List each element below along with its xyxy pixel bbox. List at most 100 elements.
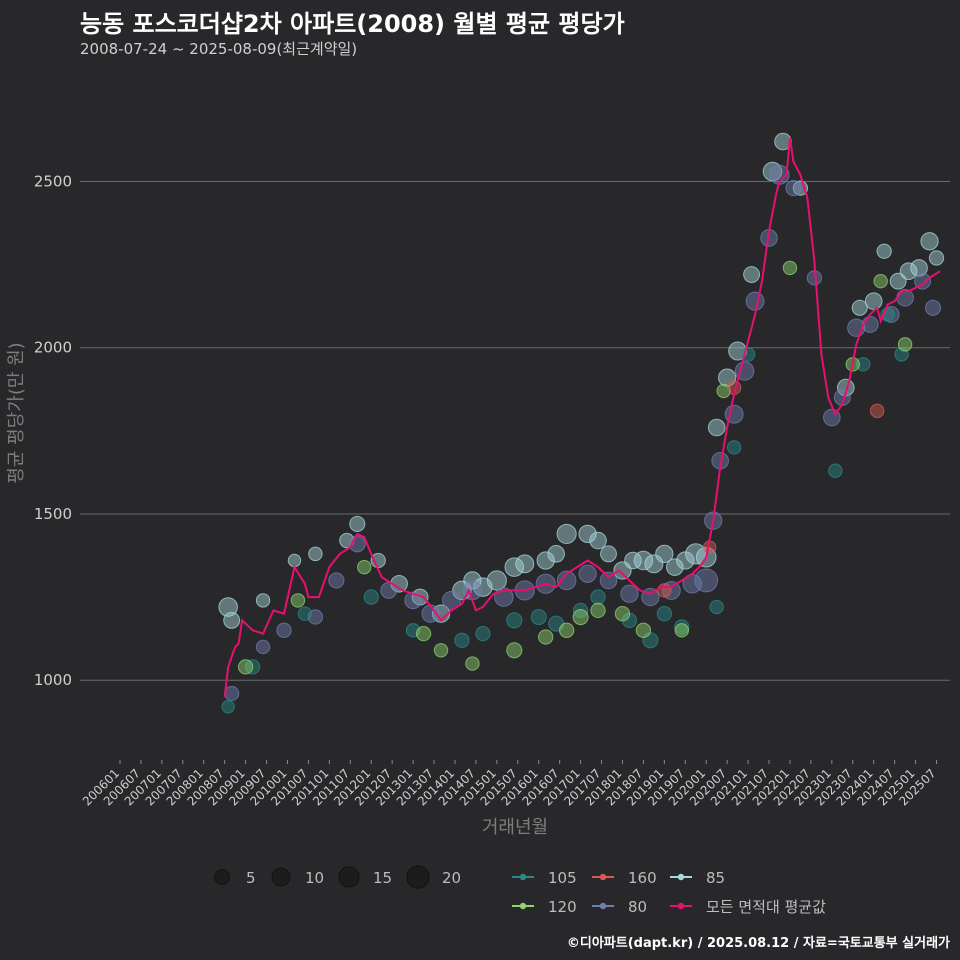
legend-dot-80 <box>599 902 607 910</box>
size-legend-circle-5 <box>214 869 230 885</box>
point-80-16 <box>599 571 618 590</box>
point-85-32 <box>707 418 726 437</box>
point-85-22 <box>600 545 617 563</box>
point-85-43 <box>889 272 907 290</box>
point-80-7 <box>404 591 422 610</box>
point-85-19 <box>556 523 577 544</box>
point-120-9 <box>572 608 589 626</box>
point-80-17 <box>620 584 639 603</box>
point-120-13 <box>674 623 689 638</box>
point-105-6 <box>475 626 491 642</box>
point-105-20 <box>856 357 871 372</box>
legend-label-avg: 모든 면적대 평균값 <box>706 898 826 916</box>
point-85-16 <box>515 554 535 574</box>
size-legend-label-20: 20 <box>442 869 461 887</box>
point-85-17 <box>536 551 555 570</box>
point-120-0 <box>237 659 254 675</box>
legend-label-120: 120 <box>548 898 577 916</box>
point-160-0 <box>657 583 672 598</box>
point-85-24 <box>624 551 642 570</box>
chart-subtitle: 2008-07-24 ~ 2025-08-09(최근계약일) <box>80 40 358 58</box>
point-105-15 <box>674 619 690 635</box>
legend-dot-avg <box>677 902 685 910</box>
size-legend-circle-20 <box>406 865 430 889</box>
x-tick-labels: 2006012006072007012007072008012008072009… <box>80 760 939 809</box>
point-85-46 <box>920 232 939 251</box>
point-105-8 <box>530 608 547 626</box>
y-axis-label: 평균 평당가(만 원) <box>6 342 27 483</box>
point-85-12 <box>463 571 482 590</box>
y-tick-2000: 2000 <box>34 339 72 357</box>
point-80-14 <box>556 570 577 591</box>
legend-dot-120 <box>519 902 527 910</box>
point-120-12 <box>635 622 652 638</box>
average-line <box>223 138 941 697</box>
point-80-37 <box>914 272 931 290</box>
point-85-45 <box>910 259 928 277</box>
point-105-3 <box>363 589 379 605</box>
size-legend-circle-10 <box>271 867 291 887</box>
point-120-2 <box>357 559 372 575</box>
point-105-14 <box>656 606 672 622</box>
point-85-3 <box>287 553 302 568</box>
point-105-10 <box>572 602 589 619</box>
point-105-5 <box>454 632 470 648</box>
point-85-10 <box>431 604 451 623</box>
point-85-0 <box>218 597 238 617</box>
point-105-17 <box>726 440 742 455</box>
point-120-10 <box>590 602 606 619</box>
size-legend-label-5: 5 <box>246 869 256 887</box>
point-85-41 <box>864 292 883 310</box>
size-legend: 5 10 15 20 <box>214 865 461 889</box>
point-80-21 <box>694 568 719 593</box>
legend-label-85: 85 <box>706 869 725 887</box>
size-legend-label-15: 15 <box>373 869 392 887</box>
legend-dot-160 <box>599 873 607 881</box>
point-85-26 <box>644 554 664 574</box>
point-120-4 <box>433 643 449 658</box>
point-85-28 <box>666 558 684 576</box>
point-80-4 <box>328 572 345 589</box>
point-120-7 <box>538 629 554 645</box>
point-120-6 <box>506 642 523 659</box>
point-105-16 <box>709 599 724 615</box>
y-tick-labels: 1000 1500 2000 2500 <box>34 172 72 689</box>
point-80-29 <box>785 180 802 197</box>
point-85-6 <box>349 515 366 532</box>
point-120-8 <box>558 622 575 638</box>
point-85-21 <box>589 531 607 550</box>
point-80-34 <box>861 315 879 333</box>
point-85-1 <box>223 611 241 629</box>
point-85-47 <box>928 250 945 266</box>
series-legend: 105 160 85 120 80 모든 면적대 평균값 <box>512 869 826 916</box>
point-85-42 <box>876 243 892 259</box>
point-160-3 <box>869 403 885 419</box>
average-line-group <box>223 138 941 697</box>
legend-label-80: 80 <box>628 898 647 916</box>
source-caption: ©디아파트(dapt.kr) / 2025.08.12 / 자료=국토교통부 실… <box>566 936 950 951</box>
point-85-44 <box>899 262 918 281</box>
point-120-18 <box>897 337 913 352</box>
point-105-19 <box>828 463 843 478</box>
point-80-2 <box>276 622 292 638</box>
chart-title: 능동 포스코더샵2차 아파트(2008) 월별 평균 평당가 <box>80 10 625 38</box>
y-tick-2500: 2500 <box>34 172 72 190</box>
point-105-0 <box>221 700 235 714</box>
point-80-1 <box>255 639 271 655</box>
point-85-20 <box>578 524 597 544</box>
legend-label-105: 105 <box>548 869 577 887</box>
point-120-5 <box>465 656 480 671</box>
point-80-26 <box>745 291 765 311</box>
point-85-29 <box>676 551 695 570</box>
point-120-15 <box>782 260 798 276</box>
point-85-2 <box>255 593 271 608</box>
point-85-25 <box>633 550 654 571</box>
point-85-27 <box>655 544 674 563</box>
point-80-15 <box>578 564 597 583</box>
legend-dot-105 <box>519 873 527 881</box>
point-85-14 <box>486 570 507 591</box>
scatter-points <box>218 132 945 714</box>
size-legend-circle-15 <box>338 866 360 888</box>
point-120-11 <box>614 606 631 622</box>
